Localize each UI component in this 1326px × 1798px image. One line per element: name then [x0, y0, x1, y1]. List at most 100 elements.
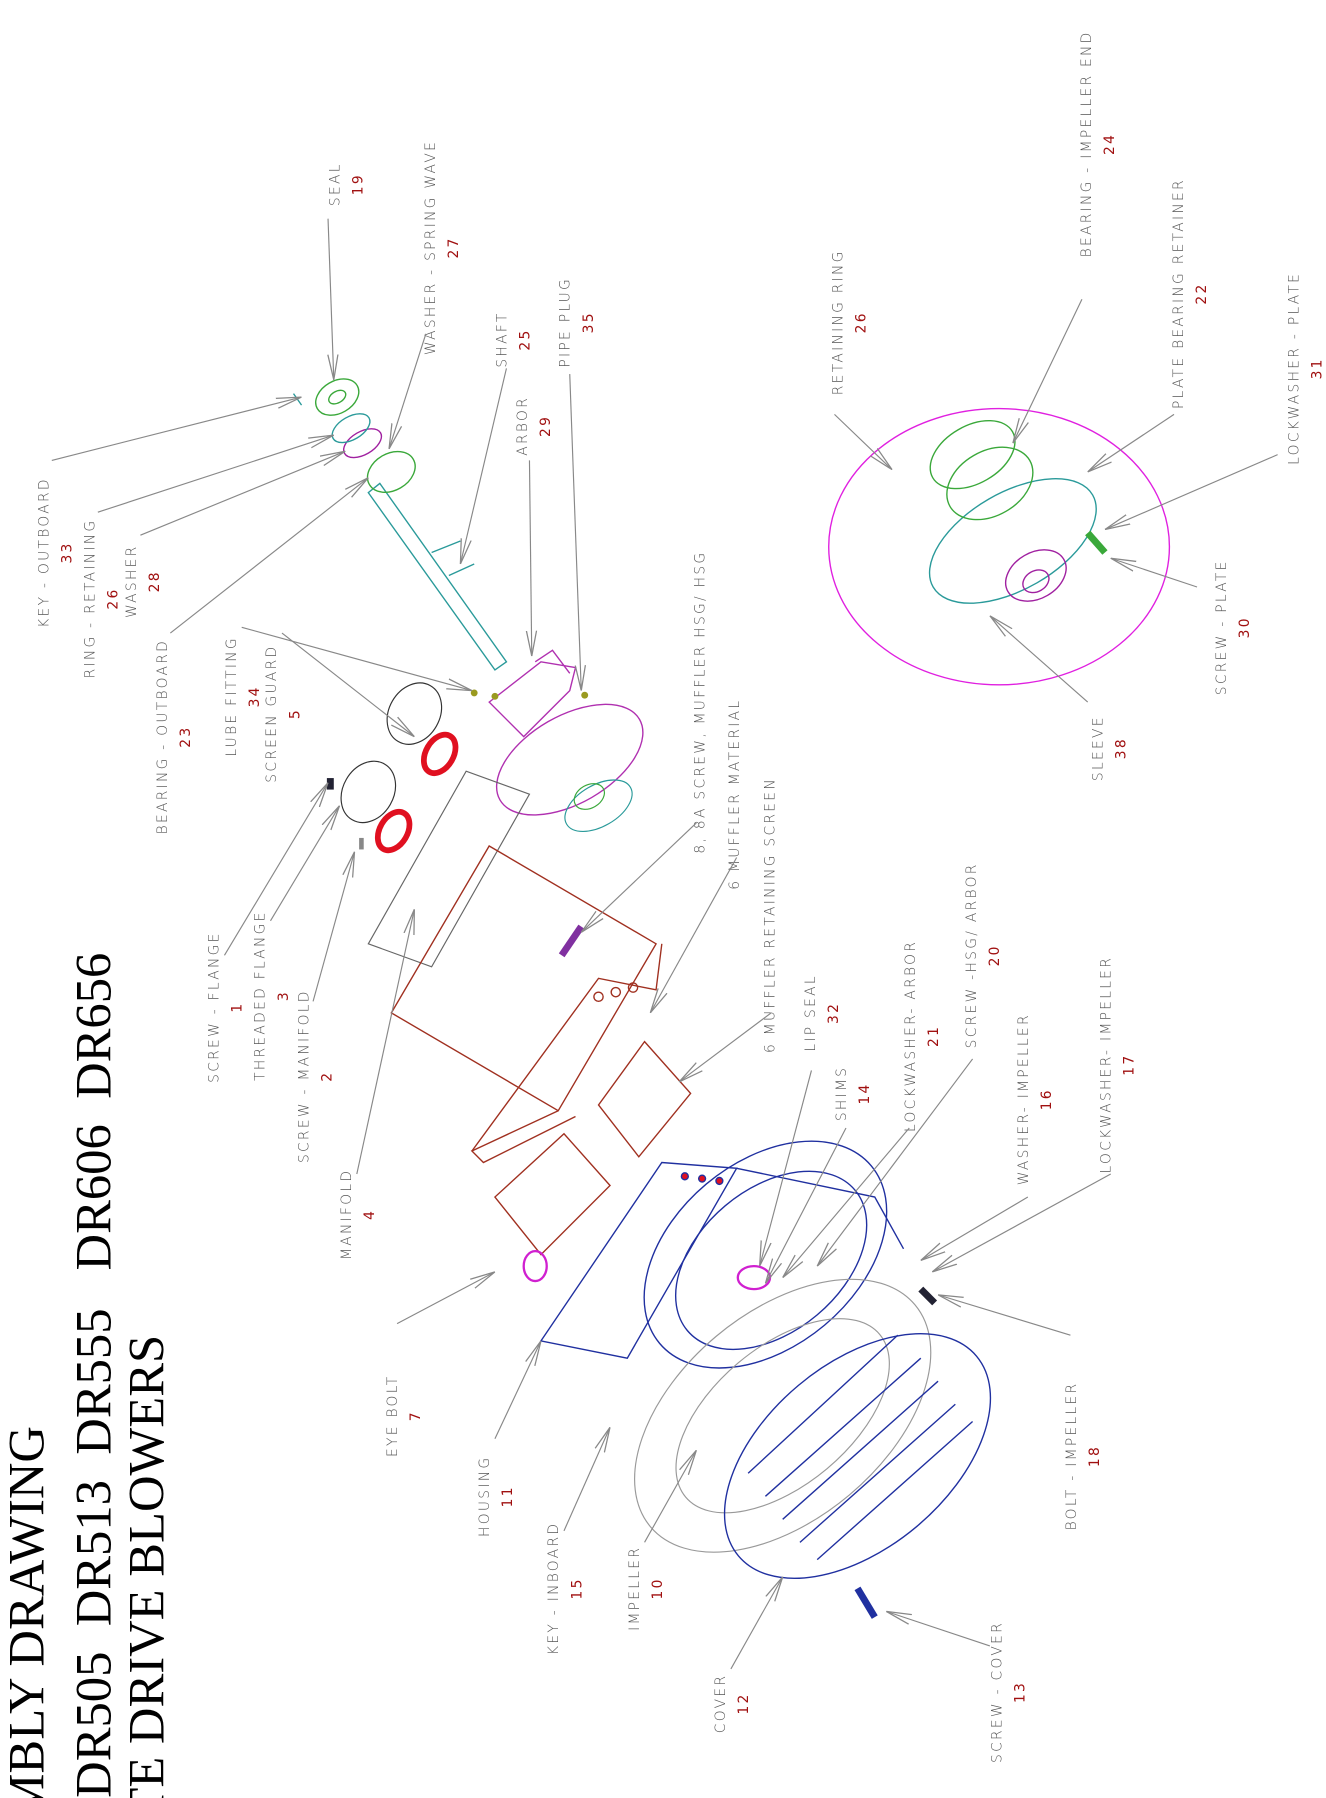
part-name: THREADED FLANGE [253, 910, 269, 1081]
part-number: 3 [276, 990, 292, 1001]
arbor [488, 649, 644, 816]
leader-line [356, 909, 415, 1175]
cover [723, 1333, 992, 1579]
leader-line [460, 368, 508, 564]
part-number: 1 [230, 1002, 246, 1013]
leader-line [281, 632, 414, 737]
part-name: MANIFOLD [339, 1169, 355, 1260]
part-name: KEY - OUTBOARD [36, 477, 52, 628]
leader-line [730, 1577, 783, 1670]
part-name: SCREW - FLANGE [207, 931, 223, 1082]
part-number: 32 [826, 1002, 842, 1024]
part-number: 35 [581, 311, 597, 333]
part-number: 31 [1309, 357, 1325, 379]
leader-line [396, 1272, 495, 1325]
part-number: 15 [569, 1577, 585, 1599]
part-name: WASHER [124, 544, 140, 618]
leader-line [223, 783, 328, 956]
part-name: LOCKWASHER- IMPELLER [1099, 956, 1115, 1174]
part-number: 30 [1237, 616, 1253, 638]
part-name: SCREW -HSG/ ARBOR [964, 862, 980, 1048]
leader-line [569, 374, 582, 691]
part-name: BEARING - OUTBOARD [155, 639, 171, 835]
part-number: 16 [1039, 1088, 1055, 1110]
detail-view [828, 407, 1171, 686]
part-number: 26 [854, 311, 870, 333]
part-name: RING - RETAINING [82, 519, 98, 679]
part-name: 6 MUFFLER RETAINING SCREEN [763, 777, 779, 1053]
part-name: LOCKWASHER- ARBOR [903, 940, 919, 1132]
leader-line [389, 333, 427, 449]
part-name: SCREW - COVER [989, 1621, 1005, 1763]
part-number: 34 [247, 685, 263, 707]
leader-line [563, 1427, 610, 1532]
part-number: 26 [105, 587, 121, 609]
leader-line [679, 1012, 772, 1082]
leader-line [51, 397, 302, 461]
leader-line [760, 1070, 813, 1266]
eye-bolt [522, 1249, 548, 1283]
part-number: 24 [1102, 133, 1118, 155]
part-name: LUBE FITTING [224, 636, 240, 757]
part-name: RETAINING RING [831, 249, 847, 395]
part-name: COVER [713, 1674, 729, 1734]
part-name: PLATE BEARING RETAINER [1171, 178, 1187, 409]
leader-line [990, 616, 1089, 703]
leader-line [312, 852, 354, 1002]
part-number: 7 [408, 1410, 424, 1421]
part-number: 33 [59, 541, 75, 563]
leader-line [328, 218, 334, 380]
fitting [491, 692, 499, 700]
part-number: 27 [446, 236, 462, 258]
leader-line [169, 478, 368, 634]
leader-line [817, 1058, 974, 1266]
part-name: ARBOR [515, 396, 531, 456]
part-number: 13 [1012, 1681, 1028, 1703]
part-number: 28 [147, 570, 163, 592]
part-name: PIPE PLUG [558, 277, 574, 368]
leader-line [783, 1127, 910, 1278]
part-name: LOCKWASHER - PLATE [1286, 272, 1302, 465]
part-number: 17 [1122, 1054, 1138, 1076]
part-name: 8, 8A SCREW, MUFFLER HSG/ HSG [692, 551, 708, 854]
leader-line [97, 435, 334, 513]
part-name: BOLT - IMPELLER [1064, 1382, 1080, 1531]
leader-line [494, 1341, 541, 1439]
part-name: SCREEN GUARD [264, 645, 280, 783]
impeller [634, 1278, 932, 1553]
cover-screw [854, 1586, 878, 1619]
part-name: SHIMS [834, 1066, 850, 1121]
leader-line [932, 1173, 1111, 1272]
manifold [367, 770, 531, 968]
part-number: 22 [1194, 282, 1210, 304]
leader-line [938, 1295, 1071, 1336]
part-number: 18 [1087, 1445, 1103, 1467]
drawing-area: MBLY DRAWING DR505 DR513 DR555 DR606 DR6… [0, 30, 1325, 1798]
leader-line [650, 857, 738, 1012]
part-number: 25 [517, 328, 533, 350]
leader-line [1013, 299, 1083, 443]
leader-line [765, 1127, 847, 1283]
part-number: 5 [287, 708, 303, 719]
part-number: 2 [319, 1071, 335, 1082]
part-name: BEARING - IMPELLER END [1079, 30, 1095, 257]
lip-seal [736, 1264, 772, 1291]
part-number: 20 [987, 944, 1003, 966]
title-line: MBLY DRAWING [0, 1426, 55, 1798]
flanges [326, 682, 459, 854]
part-number: 19 [351, 173, 367, 195]
part-name: WASHER - SPRING WAVE [423, 140, 439, 355]
plug [581, 691, 589, 699]
part-number: 11 [500, 1485, 516, 1507]
leader-line [886, 1611, 991, 1647]
fitting [470, 689, 478, 697]
leader-line [241, 626, 472, 690]
leader-line [1105, 454, 1278, 530]
part-name: EYE BOLT [385, 1374, 401, 1457]
muffler [390, 845, 692, 1256]
leader-line [1111, 558, 1198, 588]
leader-line [834, 413, 892, 469]
part-number: 4 [362, 1209, 378, 1220]
part-name: SCREW - MANIFOLD [296, 989, 312, 1163]
